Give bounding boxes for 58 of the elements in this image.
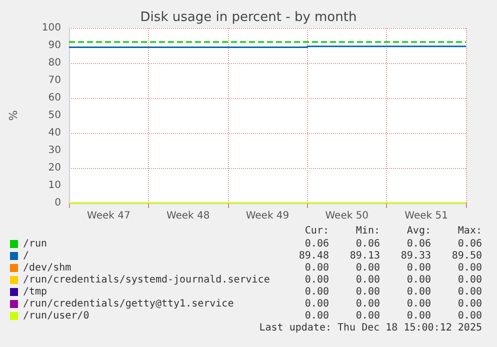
legend-label: /run/credentials/getty@tty1.service <box>23 298 234 310</box>
y-tick-label: 90 <box>48 40 61 51</box>
text: 0.06 <box>406 238 431 250</box>
legend-label: /tmp <box>23 286 48 298</box>
text: Avg: <box>406 226 431 236</box>
legend-label: /run/user/0 <box>23 310 90 322</box>
chart-title: Disk usage in percent - by month <box>140 10 357 25</box>
y-tick-label: 60 <box>48 92 61 104</box>
x-tick-label: Week 47 <box>87 210 130 222</box>
text: 89.50 <box>452 250 482 262</box>
x-tick-label: Week 51 <box>404 210 448 222</box>
x-tick-label: Week 50 <box>325 210 369 222</box>
legend-label: /dev/shm <box>23 262 72 274</box>
text: 0.00 <box>304 298 329 310</box>
text: Min: <box>356 226 380 236</box>
text: 0.00 <box>406 262 431 274</box>
text: 0.00 <box>356 298 380 310</box>
text: 0.00 <box>406 274 431 286</box>
y-tick-label: 10 <box>48 180 61 191</box>
text: Max: <box>458 226 482 236</box>
legend-label: / <box>23 250 30 262</box>
text: 0.00 <box>304 310 329 322</box>
y-tick-label: 20 <box>48 162 61 174</box>
text: 0.06 <box>304 238 329 250</box>
text: 0.00 <box>458 298 482 310</box>
text: 0.00 <box>406 286 431 298</box>
text: 0.00 <box>356 262 380 274</box>
text: 0.00 <box>458 286 482 298</box>
text: 0.00 <box>406 298 431 310</box>
text: 0.00 <box>356 274 380 286</box>
y-tick-label: 30 <box>48 145 61 156</box>
legend-label: /run/credentials/systemd-journald.service <box>23 274 270 286</box>
text: 0.00 <box>356 286 380 298</box>
text: 0.00 <box>304 274 329 286</box>
y-tick-label: 80 <box>48 58 61 68</box>
text: 89.33 <box>400 250 431 262</box>
text: 0.00 <box>458 262 482 274</box>
y-tick-label: 40 <box>48 128 61 138</box>
y-tick-label: 70 <box>48 75 61 86</box>
text: 0.00 <box>458 274 482 286</box>
y-tick-label: 100 <box>42 22 61 34</box>
text: 0.00 <box>356 310 380 322</box>
text: 0.00 <box>458 310 482 322</box>
legend-label: /run <box>23 238 48 250</box>
x-tick-label: Week 49 <box>246 210 290 222</box>
text: 89.13 <box>350 250 380 262</box>
text: 0.00 <box>406 310 431 322</box>
y-tick-label: 0 <box>54 198 61 208</box>
x-tick-label: Week 48 <box>166 210 210 222</box>
text: 0.00 <box>304 286 329 298</box>
y-axis-title: % <box>7 110 20 121</box>
text: 89.48 <box>298 250 329 262</box>
text: Cur: <box>304 226 329 236</box>
text: 0.06 <box>458 238 482 250</box>
text: Last update: Thu Dec 18 15:00:12 2025 <box>259 322 482 334</box>
y-tick-label: 50 <box>48 110 61 121</box>
text: 0.06 <box>356 238 380 250</box>
text: 0.00 <box>304 262 329 274</box>
